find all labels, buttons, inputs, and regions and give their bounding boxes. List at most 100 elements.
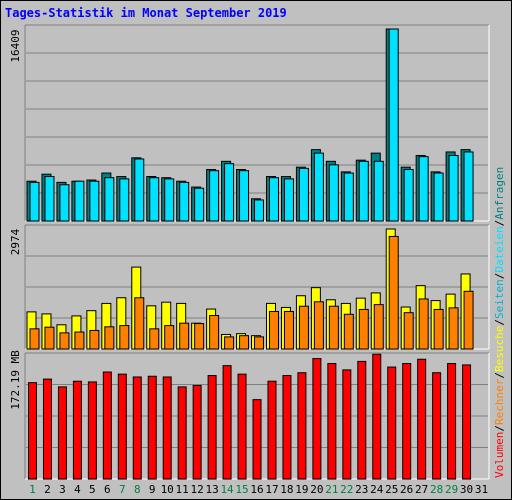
legend-volumen: Volumen: [493, 432, 506, 478]
day-label: 12: [191, 483, 204, 496]
bar-volumen: [192, 384, 202, 480]
day-label: 17: [265, 483, 278, 496]
bar-dateien: [74, 180, 85, 222]
bar-rechner: [254, 336, 265, 350]
bar-dateien: [358, 160, 369, 222]
day-label: 16: [250, 483, 263, 496]
bar-dateien: [59, 184, 70, 222]
bar-rechner: [179, 322, 190, 350]
day-label: 7: [119, 483, 126, 496]
bar-volumen: [72, 380, 82, 480]
day-label: 8: [134, 483, 141, 496]
bar-volumen: [342, 369, 352, 480]
bar-rechner: [149, 328, 160, 350]
bar-dateien: [224, 163, 235, 222]
bar-dateien: [134, 158, 145, 222]
bar-rechner: [104, 326, 115, 350]
bar-dateien: [283, 178, 294, 222]
bar-volumen: [42, 378, 52, 480]
bar-dateien: [403, 169, 414, 222]
bar-rechner: [388, 235, 399, 350]
day-label: 3: [59, 483, 66, 496]
bar-rechner: [209, 315, 220, 350]
bar-dateien: [179, 181, 190, 222]
bar-dateien: [448, 154, 459, 222]
bar-dateien: [119, 178, 130, 222]
bar-dateien: [418, 156, 429, 222]
bar-volumen: [222, 365, 232, 480]
bar-volumen: [162, 376, 172, 480]
day-label: 13: [205, 483, 218, 496]
day-label: 23: [355, 483, 368, 496]
bar-dateien: [89, 180, 100, 222]
bar-rechner: [433, 308, 444, 350]
bar-volumen: [177, 386, 187, 480]
legend-seiten: Seiten: [493, 279, 506, 319]
day-labels: 1 2 3 4 5 6 7 8 9 10 11 12 13 14 15 16 17 18 19 20 21 22 23 24 2…: [29, 483, 488, 496]
bar-dateien: [463, 151, 474, 222]
bar-rechner: [418, 298, 429, 350]
bar-volumen: [462, 364, 472, 480]
bar-volumen: [402, 363, 412, 480]
legend-besuche: Besuche: [493, 326, 506, 372]
day-label: 25: [385, 483, 398, 496]
bar-rechner: [403, 312, 414, 350]
legend-sep: /: [493, 425, 506, 432]
y-max-label-top: 16409: [9, 29, 22, 62]
bar-rechner: [119, 325, 130, 350]
bar-dateien: [328, 164, 339, 222]
day-label: 6: [104, 483, 111, 496]
bar-rechner: [59, 332, 70, 350]
bar-volumen: [87, 381, 97, 480]
bar-volumen: [372, 353, 382, 480]
bar-rechner: [89, 329, 100, 350]
bar-dateien: [433, 172, 444, 222]
legend-anfragen: Anfragen: [493, 167, 506, 220]
day-label: 18: [280, 483, 293, 496]
legend-sep: /: [493, 273, 506, 280]
bar-dateien: [29, 181, 40, 222]
bar-rechner: [283, 310, 294, 350]
day-label: 2: [44, 483, 51, 496]
day-label: 21: [325, 483, 338, 496]
bar-volumen: [282, 375, 292, 480]
bar-volumen: [237, 373, 247, 480]
bar-volumen: [132, 376, 142, 480]
day-label: 15: [235, 483, 248, 496]
day-label: 5: [89, 483, 96, 496]
bar-rechner: [164, 325, 175, 350]
day-label: 31: [475, 483, 488, 496]
bar-volumen: [387, 366, 397, 480]
bar-rechner: [74, 331, 85, 350]
y-max-label-middle: 2974: [9, 228, 22, 255]
day-label: 14: [220, 483, 234, 496]
bar-volumen: [28, 382, 37, 480]
panel-visits-hosts: [24, 224, 490, 350]
bar-dateien: [373, 160, 384, 222]
bar-volumen: [147, 375, 157, 480]
bar-volumen: [432, 372, 442, 480]
bar-dateien: [44, 176, 55, 222]
day-label: 27: [415, 483, 428, 496]
bar-volumen: [312, 358, 322, 480]
legend-sep: /: [493, 372, 506, 379]
bar-rechner: [448, 307, 459, 350]
bar-volumen: [267, 380, 277, 480]
bar-rechner: [313, 301, 324, 350]
legend-sep: /: [493, 220, 506, 227]
day-label: 10: [161, 483, 174, 496]
bar-dateien: [164, 178, 175, 222]
bar-dateien: [298, 167, 309, 222]
side-legend: Volumen/Rechner/Besuche/Seiten/Dateien/A…: [493, 167, 506, 478]
bar-dateien: [209, 170, 220, 222]
bar-rechner: [29, 328, 40, 350]
bar-dateien: [343, 172, 354, 222]
bar-rechner: [373, 304, 384, 350]
bar-volumen: [207, 375, 217, 480]
bar-dateien: [149, 177, 160, 222]
bar-dateien: [313, 152, 324, 222]
bar-volumen: [327, 363, 337, 480]
bar-volumen: [357, 360, 367, 480]
day-label: 9: [149, 483, 156, 496]
